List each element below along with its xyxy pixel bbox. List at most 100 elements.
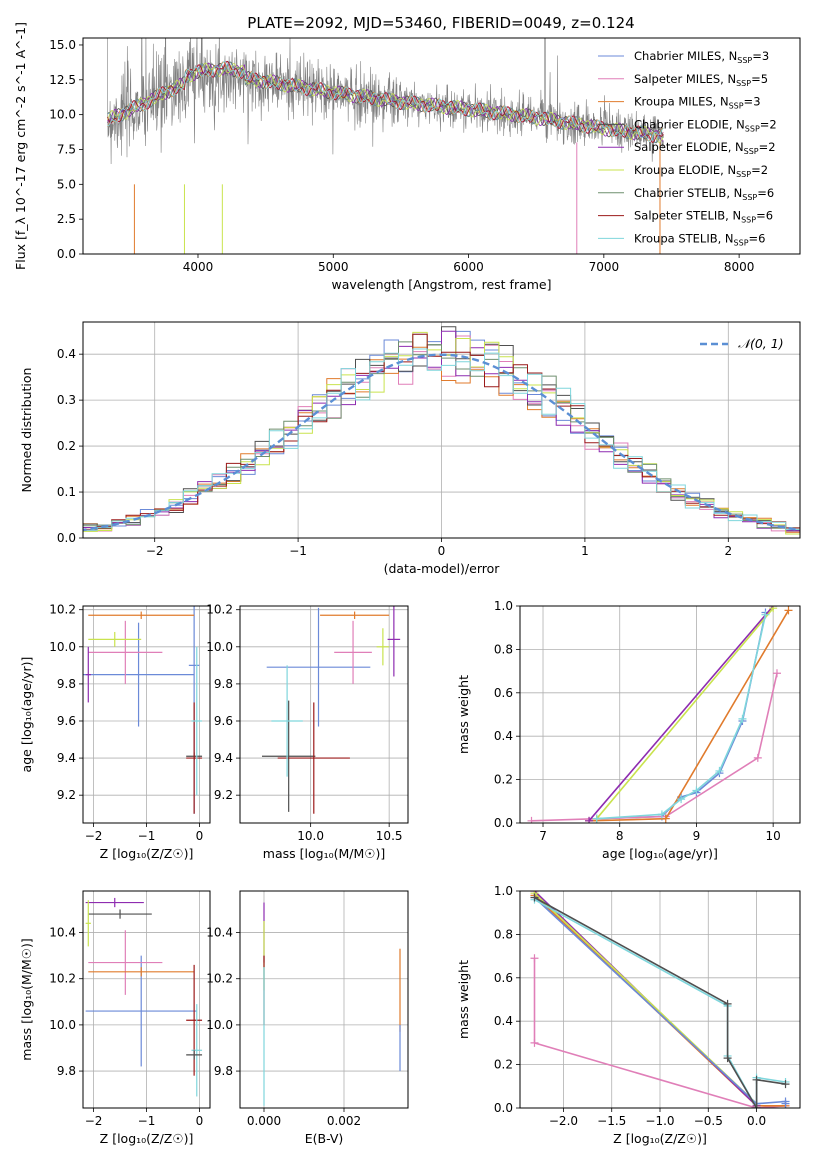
weight-marker xyxy=(677,795,686,804)
x-tick-label: −2 xyxy=(146,544,164,558)
y-tick-label: 0.2 xyxy=(494,1058,513,1072)
y-tick-label: 0.0 xyxy=(57,247,76,261)
plot-frame xyxy=(519,605,801,824)
y-tick-label: 5.0 xyxy=(57,177,76,191)
legend-entry: Kroupa ELODIE, NSSP=2 xyxy=(634,163,768,179)
weight-marker xyxy=(738,714,747,723)
legend-nssp: 2 xyxy=(768,140,775,154)
weight-marker xyxy=(752,1075,761,1084)
weight-marker xyxy=(530,954,539,963)
figure-title: PLATE=2092, MJD=53460, FIBERID=0049, z=0… xyxy=(247,14,634,32)
model-spectrum xyxy=(107,60,664,143)
y-tick-label: 12.5 xyxy=(49,73,76,87)
weight-marker xyxy=(592,814,601,823)
x-tick-label: 10 xyxy=(766,829,781,843)
legend-entry: Kroupa STELIB, NSSP=6 xyxy=(634,231,766,247)
weight-vs-age-panel: 7 8 9 10 0.0 0.2 0.4 0.6 0.8 1.0 age [log₁₀(age/yr… xyxy=(456,599,801,861)
x-axis-label: E(B-V) xyxy=(305,1131,344,1146)
x-axis-label: (data-model)/error xyxy=(384,561,501,576)
y-tick-label: 10.0 xyxy=(49,640,76,654)
y-tick-label: 0.4 xyxy=(57,347,76,361)
x-axis-label: age [log₁₀(age/yr)] xyxy=(602,846,718,861)
y-tick-label: 0.6 xyxy=(494,686,513,700)
x-tick-label: 0.0 xyxy=(747,1114,766,1128)
x-tick-label: −2 xyxy=(85,829,103,843)
legend-model-name: Chabrier ELODIE xyxy=(634,117,729,131)
weight-marker xyxy=(530,893,539,902)
weight-line xyxy=(531,673,778,822)
x-tick-label: −1 xyxy=(138,1114,156,1128)
x-tick-label: −1.5 xyxy=(597,1114,626,1128)
weight-marker xyxy=(769,606,778,613)
x-tick-label: 7 xyxy=(539,829,547,843)
weight-vs-Z-panel: −2.0 −1.5 −1.0 −0.5 0.0 0.0 0.2 0.4 0.6 0.8 1.0 Z [… xyxy=(456,884,801,1146)
legend-nssp: 6 xyxy=(766,209,773,223)
y-tick-label: 10.4 xyxy=(206,926,233,940)
age-vs-Z-panel: −2 −1 0 9.2 9.4 9.6 9.8 10.0 10.2 Z [log₁₀(Z/Z☉)]… xyxy=(19,603,211,861)
plot-frame xyxy=(82,890,211,1109)
spectrum-panel: 4000 5000 6000 7000 8000 0.0 2.5 5.0 7.5 10.0 12.5… xyxy=(13,22,801,292)
y-tick-label: 9.8 xyxy=(57,1064,76,1078)
legend-nssp: 3 xyxy=(753,95,760,109)
weight-marker xyxy=(781,1080,790,1089)
plot-frame xyxy=(519,890,801,1109)
x-tick-label: 0.002 xyxy=(327,1114,361,1128)
x-axis-label: Z [log₁₀(Z/Z☉)] xyxy=(613,1131,707,1146)
mass-vs-Z-panel: −2 −1 0 9.8 10.0 10.2 10.4 Z [log₁₀(Z/Z☉)] mass … xyxy=(19,890,211,1146)
legend-nssp: 5 xyxy=(761,72,768,86)
panels: 4000 5000 6000 7000 80000.02.55.07.510.012.5… xyxy=(13,22,801,1146)
legend-entry: Salpeter STELIB, NSSP=6 xyxy=(634,209,773,225)
x-tick-label: −1 xyxy=(138,829,156,843)
plot-frame xyxy=(239,605,409,824)
legend-nssp: 3 xyxy=(762,49,769,63)
legend-model-name: Kroupa MILES xyxy=(634,95,713,109)
y-axis-label: mass [log₁₀(M/M☉)] xyxy=(19,938,34,1060)
y-tick-label: 0.0 xyxy=(494,1101,513,1115)
plot-frame xyxy=(82,321,801,539)
plot-area xyxy=(263,902,401,1106)
x-tick-label: 6000 xyxy=(453,260,484,274)
plot-area xyxy=(83,606,203,814)
x-axis-label: mass [log₁₀(M/M☉)] xyxy=(263,846,385,861)
x-tick-label: −2 xyxy=(85,1114,103,1128)
legend-model-name: Kroupa STELIB xyxy=(634,231,718,245)
y-tick-label: 0.3 xyxy=(57,393,76,407)
y-tick-label: 0.6 xyxy=(494,971,513,985)
x-tick-label: 10.0 xyxy=(297,829,324,843)
x-tick-label: −1.0 xyxy=(645,1114,674,1128)
y-tick-label: 10.2 xyxy=(206,972,233,986)
y-axis-label: age [log₁₀(age/yr)] xyxy=(19,657,34,773)
legend-nssp: 6 xyxy=(758,231,765,245)
weight-marker xyxy=(772,669,781,678)
y-axis-label: Flux [f_λ 10^-17 erg cm^-2 s^-1 A^-1] xyxy=(13,22,28,270)
y-tick-label: 9.2 xyxy=(57,788,76,802)
y-tick-label: 9.8 xyxy=(57,677,76,691)
y-tick-label: 0.0 xyxy=(57,531,76,545)
y-tick-label: 0.8 xyxy=(494,927,513,941)
plot-frame xyxy=(82,605,211,824)
weight-marker xyxy=(661,814,670,823)
x-tick-label: 2 xyxy=(724,544,732,558)
y-tick-label: 0.2 xyxy=(57,439,76,453)
legend-entry: Salpeter MILES, NSSP=5 xyxy=(634,72,768,88)
plot-area xyxy=(527,606,793,823)
y-tick-label: 9.8 xyxy=(214,1064,233,1078)
age-vs-mass-panel: 10.0 10.5 9.2 9.4 9.6 9.8 10.0 10.2 mass [log₁₀(… xyxy=(206,603,409,861)
x-tick-label: 5000 xyxy=(318,260,349,274)
x-tick-label: 7000 xyxy=(589,260,620,274)
y-tick-label: 0.1 xyxy=(57,485,76,499)
y-tick-label: 9.6 xyxy=(57,714,76,728)
weight-marker xyxy=(752,1104,761,1108)
x-tick-label: 8000 xyxy=(724,260,755,274)
y-tick-label: 10.0 xyxy=(49,108,76,122)
y-axis-label: Normed distribution xyxy=(19,368,34,493)
x-tick-label: −1 xyxy=(289,544,307,558)
model-spectrum xyxy=(107,61,664,144)
x-tick-label: 0.000 xyxy=(247,1114,281,1128)
mass-vs-ebv-panel: 0.000 0.002 9.8 10.0 10.2 10.4 E(B-V) xyxy=(206,890,409,1146)
legend-nssp: 6 xyxy=(767,186,774,200)
model-spectrum xyxy=(107,61,664,142)
weight-line xyxy=(588,606,774,822)
y-tick-label: 9.4 xyxy=(214,751,233,765)
legend-model-name: Chabrier MILES xyxy=(634,49,721,63)
